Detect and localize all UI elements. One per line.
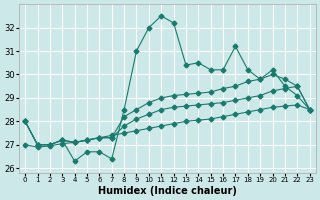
X-axis label: Humidex (Indice chaleur): Humidex (Indice chaleur) bbox=[98, 186, 237, 196]
